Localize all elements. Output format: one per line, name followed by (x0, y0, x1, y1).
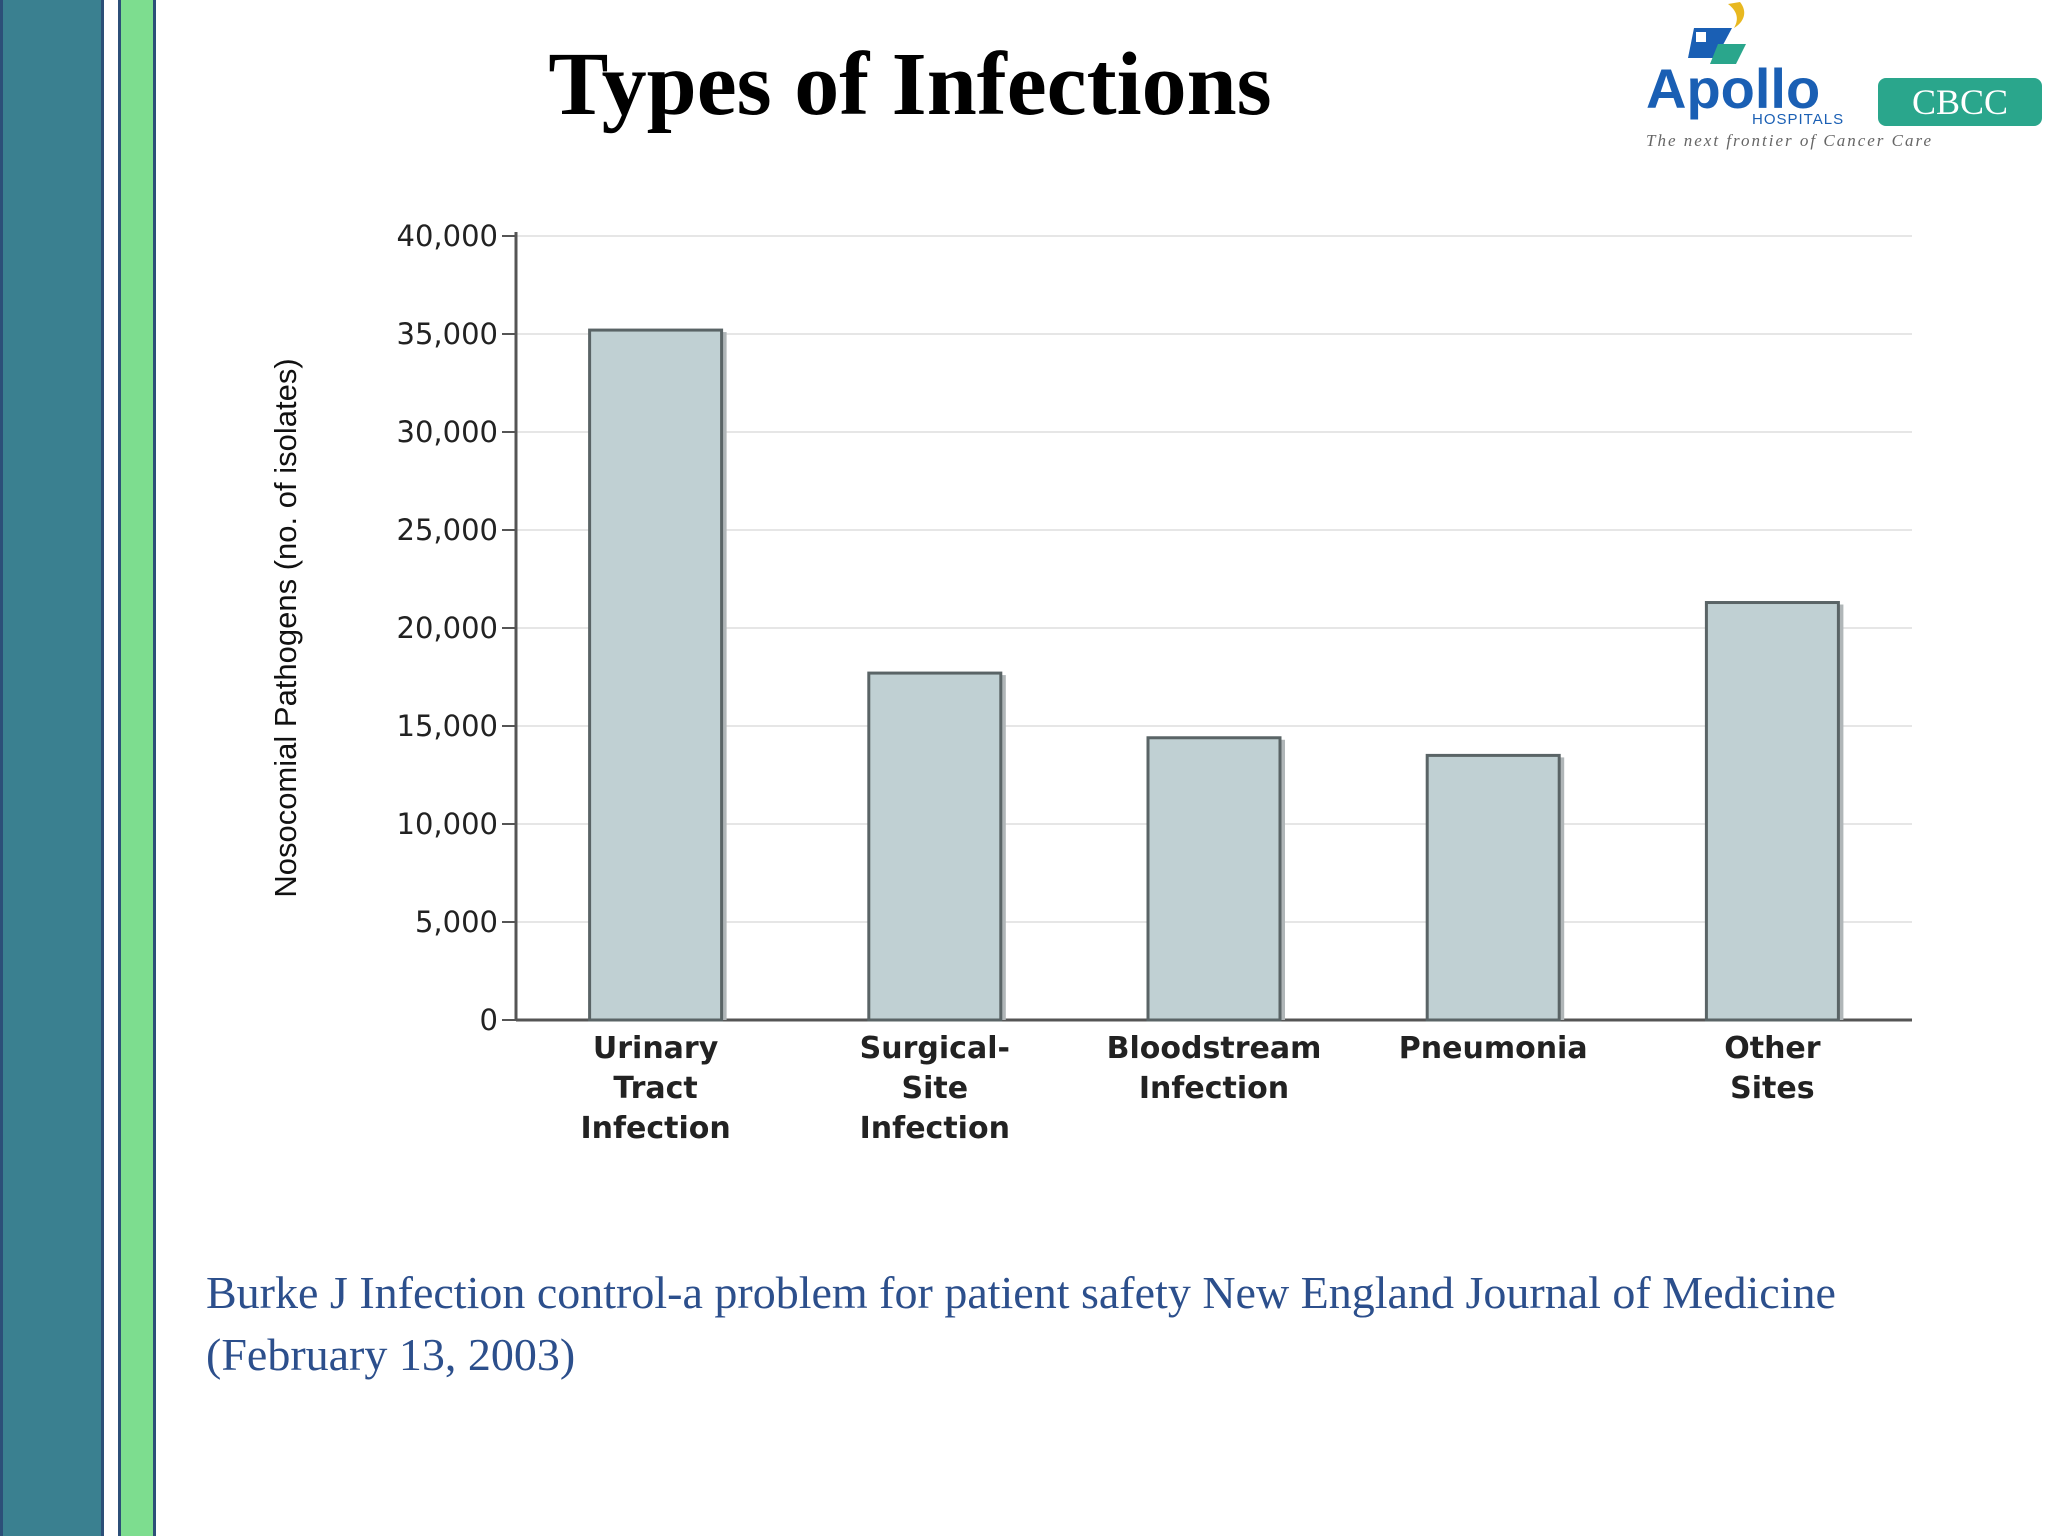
x-tick-label: Urinary (593, 1031, 719, 1066)
apollo-emblem-icon (1688, 2, 1746, 64)
logo-badge: CBCC (1912, 82, 2008, 122)
bar (1146, 736, 1282, 1022)
bar (1425, 753, 1561, 1022)
y-tick-label: 10,000 (397, 807, 498, 841)
left-dark-stripe (0, 0, 104, 1536)
y-tick-label: 20,000 (397, 611, 498, 645)
x-tick-label: Bloodstream (1107, 1031, 1322, 1066)
logo-sub: HOSPITALS (1752, 111, 1844, 128)
x-tick-label: Infection (580, 1111, 730, 1146)
x-tick-label: Site (902, 1071, 969, 1106)
bar-chart: 0 5,000 10,000 15,000 20,000 25,000 30,000 35,0… (268, 219, 1912, 1146)
y-tick-label: 40,000 (397, 219, 498, 253)
y-tick-label: 0 (480, 1003, 498, 1037)
bar (588, 328, 724, 1022)
bar (1704, 601, 1840, 1022)
y-tick-label: 35,000 (397, 317, 498, 351)
x-tick-label: Surgical- (860, 1031, 1010, 1066)
x-tick-label: Sites (1730, 1071, 1814, 1106)
x-tick-label: Infection (860, 1111, 1010, 1146)
x-tick-label: Pneumonia (1399, 1031, 1588, 1066)
x-tick-label: Infection (1139, 1071, 1289, 1106)
slide-title: Types of Infections (548, 35, 1272, 134)
x-tick-label: Tract (613, 1071, 697, 1106)
y-tick-label: 5,000 (415, 905, 498, 939)
left-light-stripe (118, 0, 156, 1536)
logo-brand: Apollo (1646, 57, 1820, 120)
logo-badge-box (1878, 78, 2042, 126)
y-axis-label: Nosocomial Pathogens (no. of isolates) (268, 358, 303, 897)
citation-text: Burke J Infection control-a problem for … (206, 1267, 1836, 1380)
bar (867, 671, 1003, 1022)
y-tick-label: 25,000 (397, 513, 498, 547)
y-tick-label: 30,000 (397, 415, 498, 449)
y-tick-label: 15,000 (397, 709, 498, 743)
apollo-cbcc-logo: Apollo HOSPITALS CBCC The next frontier … (1646, 2, 2042, 150)
logo-tagline: The next frontier of Cancer Care (1646, 131, 1933, 150)
x-tick-label: Other (1724, 1031, 1821, 1066)
